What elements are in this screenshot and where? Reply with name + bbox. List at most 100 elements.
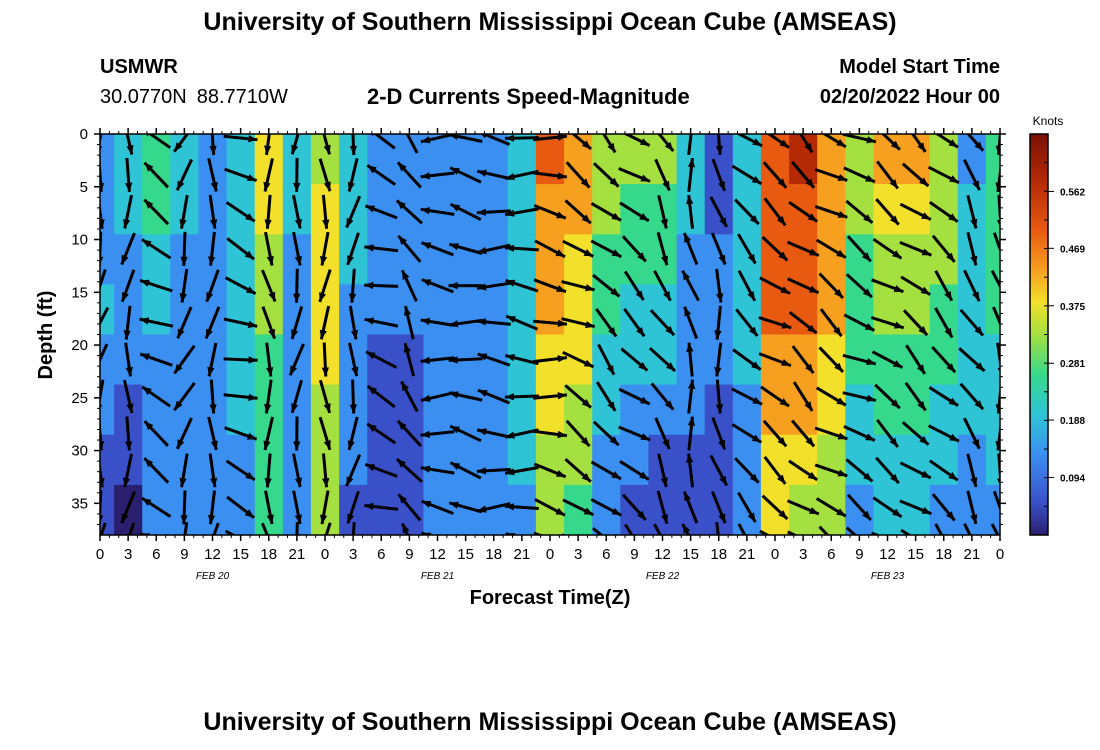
current-arrow	[322, 453, 330, 488]
heatmap-cell	[451, 284, 481, 336]
current-arrow	[846, 493, 872, 522]
chart-subtitle: 2-D Currents Speed-Magnitude	[367, 84, 690, 109]
current-arrow	[562, 498, 595, 517]
current-arrow	[990, 523, 1000, 535]
heatmap-cell	[789, 284, 818, 336]
current-arrow	[139, 317, 174, 328]
current-arrow	[264, 231, 274, 266]
current-arrow	[995, 421, 1000, 451]
current-arrow	[318, 269, 332, 303]
current-arrow	[504, 244, 539, 252]
heatmap-cell	[310, 384, 340, 436]
current-arrow	[207, 416, 218, 451]
heatmap-cell	[198, 284, 228, 336]
current-arrow	[786, 499, 820, 516]
current-arrow	[261, 306, 277, 340]
current-arrow	[874, 383, 901, 410]
heatmap-cell	[535, 434, 565, 486]
current-arrow	[532, 392, 568, 400]
y-tick-label: 5	[80, 179, 88, 196]
current-arrow	[175, 158, 193, 191]
current-arrow	[364, 244, 399, 253]
heatmap-cell	[226, 484, 256, 535]
current-arrow	[141, 385, 172, 408]
x-tick-label: 18	[710, 546, 727, 563]
current-arrow	[476, 318, 511, 326]
date-label: FEB 21	[421, 571, 454, 582]
current-arrow	[209, 379, 217, 414]
current-arrow	[934, 270, 954, 302]
current-arrow	[208, 231, 216, 266]
current-arrow	[404, 305, 415, 340]
current-arrow	[737, 270, 757, 302]
x-tick-label: 21	[739, 546, 756, 563]
current-arrow	[320, 490, 330, 525]
x-tick-label: 6	[827, 546, 835, 563]
current-arrow	[901, 421, 930, 446]
current-arrow	[657, 194, 668, 229]
current-arrow	[477, 352, 511, 367]
current-arrow	[448, 391, 483, 402]
current-arrow	[650, 382, 675, 411]
current-arrow	[818, 525, 830, 535]
current-arrow	[448, 282, 483, 290]
current-arrow	[966, 134, 985, 152]
heatmap-cell	[535, 184, 565, 235]
current-arrow	[814, 426, 848, 441]
current-arrow	[179, 453, 189, 488]
current-arrow	[686, 194, 694, 229]
current-arrow	[264, 490, 274, 525]
current-arrow	[293, 157, 301, 192]
current-arrow	[843, 313, 876, 332]
current-arrow	[207, 342, 218, 377]
heatmap-cell	[226, 184, 256, 235]
current-arrow	[476, 467, 511, 475]
heatmap-cell	[789, 234, 818, 286]
current-arrow	[364, 204, 398, 220]
x-tick-label: 0	[996, 546, 1004, 563]
current-arrow	[931, 234, 956, 263]
heatmap-cell	[367, 284, 397, 336]
y-tick-label: 30	[71, 443, 88, 460]
heatmap-cell	[423, 384, 453, 436]
current-arrow	[351, 521, 356, 535]
heatmap-cell	[367, 234, 397, 286]
current-arrow	[476, 428, 511, 439]
current-arrow	[657, 453, 668, 488]
current-arrow	[875, 456, 900, 485]
current-arrow	[420, 134, 455, 144]
x-tick-label: 6	[377, 546, 385, 563]
current-arrow	[683, 306, 699, 340]
current-arrow	[534, 239, 566, 259]
colorbar-label: Knots	[1033, 114, 1064, 128]
current-arrow	[401, 522, 410, 535]
current-arrow	[263, 158, 274, 192]
current-arrow	[226, 237, 256, 261]
heatmap-cell	[929, 484, 959, 535]
current-arrow	[763, 455, 787, 485]
current-arrow	[653, 270, 672, 302]
heatmap-cell	[142, 284, 172, 336]
current-arrow	[899, 202, 932, 221]
current-arrow	[843, 425, 876, 442]
current-arrow	[590, 498, 623, 517]
current-arrow	[366, 422, 397, 445]
current-arrow	[735, 308, 759, 337]
heatmap-cell	[676, 234, 706, 286]
current-arrow	[934, 134, 959, 149]
current-arrow	[842, 353, 877, 366]
heatmap-cell	[873, 184, 903, 235]
heatmap-cell	[760, 484, 790, 535]
current-arrow	[763, 197, 787, 227]
current-arrow	[122, 379, 134, 414]
heatmap-cell	[620, 184, 650, 235]
current-arrow	[564, 199, 592, 225]
current-arrow	[872, 496, 903, 519]
x-tick-label: 9	[180, 546, 188, 563]
current-arrow	[871, 278, 904, 294]
x-tick-label: 12	[879, 546, 896, 563]
current-arrow	[904, 381, 927, 412]
current-arrow	[505, 314, 539, 331]
current-arrow	[532, 134, 568, 142]
current-arrow	[448, 356, 483, 364]
